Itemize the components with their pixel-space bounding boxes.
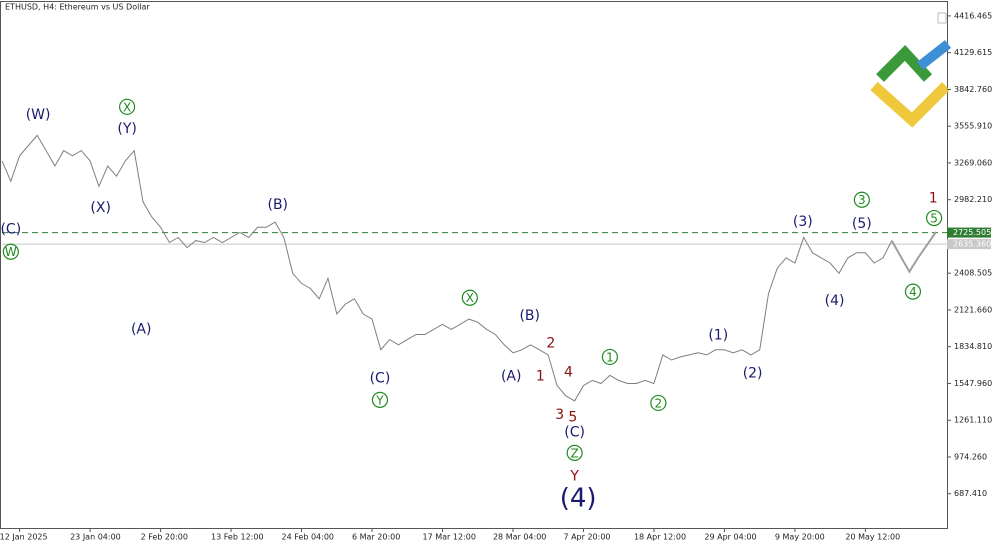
y-tick-label: 2408.505	[954, 269, 992, 278]
x-tick-label: 17 Mar 12:00	[423, 533, 476, 542]
wave-label: (W)	[26, 107, 51, 123]
wave-circle	[904, 283, 922, 300]
wave-label: (4)	[560, 483, 597, 513]
wave-label: (3)	[793, 214, 813, 230]
wave-label: 5	[930, 212, 938, 226]
y-tick-label: 1834.810	[954, 342, 992, 351]
wave-circle	[566, 444, 583, 462]
wave-circle	[119, 98, 136, 115]
wave-circle	[461, 289, 478, 306]
wave-label: 1	[929, 191, 938, 207]
y-tick-label: 3555.910	[954, 122, 992, 131]
wave-label: (4)	[825, 293, 845, 309]
wave-circle	[853, 191, 870, 208]
logo	[870, 40, 952, 128]
wave-circle	[2, 243, 19, 260]
x-tick-label: 18 Apr 12:00	[634, 533, 686, 542]
y-tick-label: 974.260	[954, 452, 987, 461]
wave-label: Y	[569, 468, 579, 484]
x-tick-label: 13 Feb 12:00	[211, 533, 263, 542]
wave-label: (1)	[708, 328, 728, 344]
wave-label: (C)	[370, 370, 391, 386]
y-tick-label: 1547.960	[954, 379, 992, 388]
chart-title: ETHUSD, H4: Ethereum vs US Dollar	[5, 3, 150, 12]
x-tick-label: 29 Apr 04:00	[704, 533, 756, 542]
x-tick-label: 28 Mar 04:00	[493, 533, 546, 542]
wave-label: 5	[568, 409, 577, 425]
price-tag	[947, 239, 991, 250]
y-tick-label: 3842.760	[954, 85, 992, 94]
wave-label: X	[466, 291, 474, 305]
wave-label: (2)	[743, 365, 763, 381]
wave-label: 2	[546, 336, 555, 352]
wave-circle	[601, 348, 618, 366]
wave-label: 2	[655, 396, 663, 410]
wave-circle	[371, 391, 389, 408]
wave-label: (C)	[564, 425, 585, 441]
wave-label: 3	[555, 407, 564, 423]
y-tick-label: 4129.615	[954, 48, 992, 57]
price-tag-label: 2635.360	[953, 240, 991, 249]
wave-label: (A)	[501, 368, 522, 384]
panel-icon[interactable]	[937, 12, 947, 24]
wave-label: 1	[606, 350, 614, 364]
price-line-series	[890, 231, 937, 274]
y-tick-label: 687.410	[954, 489, 987, 498]
y-tick-label: 3269.060	[954, 158, 992, 167]
x-tick-label: 23 Jan 04:00	[70, 533, 121, 542]
x-tick-label: 7 Apr 20:00	[563, 533, 610, 542]
wave-label: X	[123, 100, 131, 114]
price-line-series	[1, 134, 893, 402]
wave-label: (X)	[90, 200, 111, 216]
wave-label: (C)	[0, 221, 21, 237]
wave-label: 1	[536, 368, 545, 384]
price-tag	[947, 227, 991, 238]
wave-circle	[650, 394, 667, 412]
wave-label: (B)	[267, 197, 288, 213]
wave-label: (Y)	[117, 121, 136, 137]
x-tick-label: 6 Mar 20:00	[352, 533, 400, 542]
wave-label: 4	[564, 364, 573, 380]
x-tick-label: 20 May 12:00	[845, 533, 900, 542]
y-tick-label: 2982.210	[954, 195, 992, 204]
wave-label: W	[5, 245, 17, 259]
wave-circle	[925, 209, 943, 227]
x-tick-label: 12 Jan 2025	[0, 533, 48, 542]
wave-label: 4	[909, 285, 917, 299]
wave-label: Z	[571, 446, 579, 460]
y-tick-label: 2121.660	[954, 305, 992, 314]
x-tick-label: 24 Feb 04:00	[282, 533, 334, 542]
x-tick-label: 2 Feb 20:00	[141, 533, 188, 542]
y-tick-label: 4416.465	[954, 11, 992, 20]
x-tick-label: 9 May 20:00	[775, 533, 825, 542]
price-tag-label: 2725.505	[953, 228, 991, 237]
plot-frame	[0, 1, 948, 529]
wave-label: (5)	[852, 216, 872, 232]
wave-label: 3	[858, 193, 866, 207]
wave-label: (B)	[519, 308, 540, 324]
y-tick-label: 1261.110	[954, 416, 992, 425]
wave-label: (A)	[131, 321, 152, 337]
wave-label: Y	[375, 393, 384, 407]
